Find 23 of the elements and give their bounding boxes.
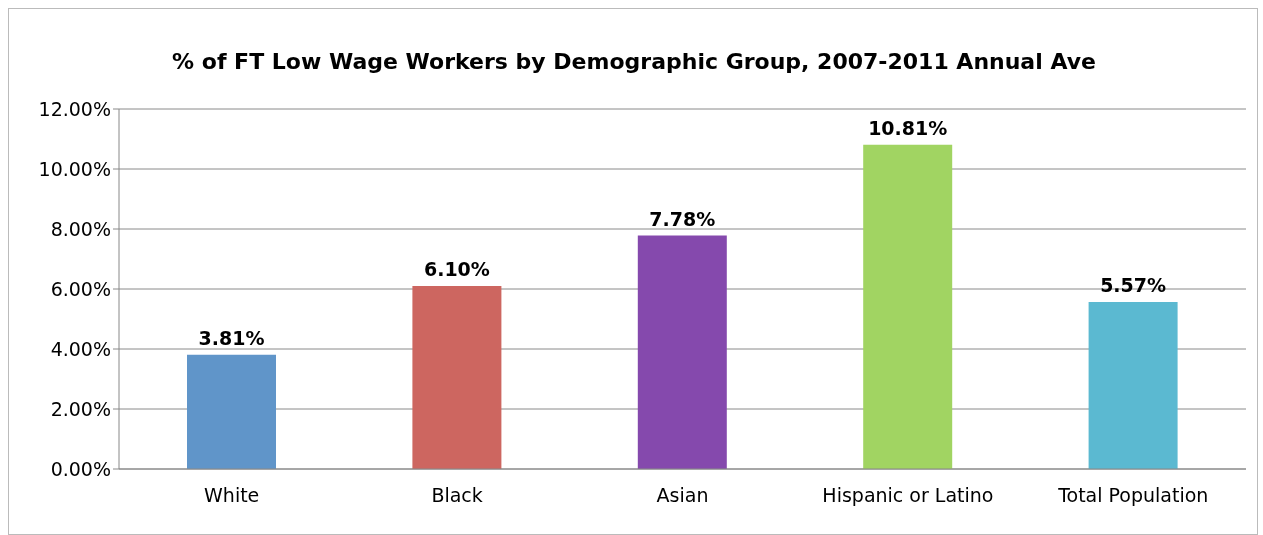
bar — [1088, 301, 1178, 469]
x-tick-label: Hispanic or Latino — [822, 484, 994, 507]
y-tick-label: 10.00% — [38, 157, 111, 180]
data-label: 10.81% — [868, 116, 948, 139]
data-label: 6.10% — [423, 258, 490, 280]
y-tick-label: 6.00% — [50, 277, 111, 300]
data-label: 5.57% — [1100, 273, 1167, 296]
data-label: 3.81% — [198, 326, 265, 349]
chart-title: % of FT Low Wage Workers by Demographic Group, 2007-2011 Annual Ave — [171, 49, 1097, 74]
y-tick-label: 0.00% — [50, 457, 111, 480]
x-tick-label: Black — [431, 484, 483, 507]
bar — [412, 286, 502, 469]
bar — [863, 144, 953, 469]
x-tick-label: White — [204, 484, 260, 507]
y-tick-label: 4.00% — [50, 337, 111, 360]
bar — [187, 354, 276, 469]
y-tick-label: 2.00% — [50, 397, 111, 420]
x-tick-label: Total Population — [1057, 484, 1209, 507]
data-label: 7.78% — [649, 207, 716, 230]
x-tick-label: Asian — [656, 484, 709, 507]
y-tick-label: 8.00% — [50, 217, 111, 240]
y-tick-label: 12.00% — [38, 97, 111, 120]
bar — [637, 235, 727, 469]
